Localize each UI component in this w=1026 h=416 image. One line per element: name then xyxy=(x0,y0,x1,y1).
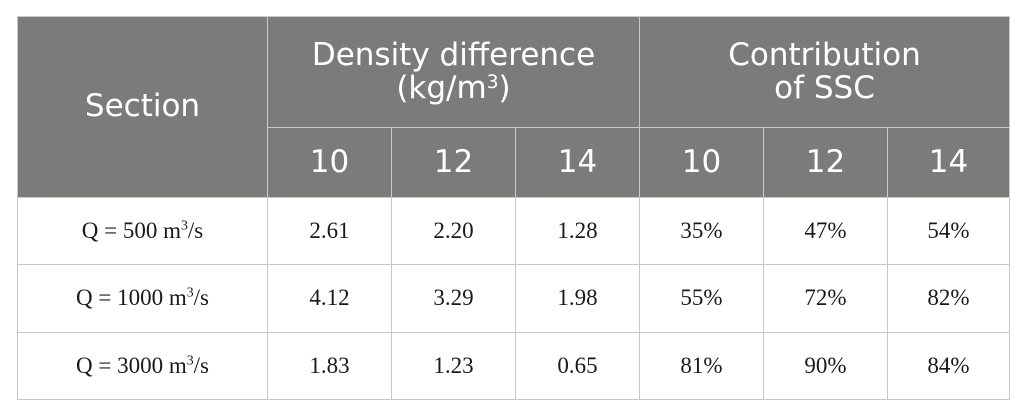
data-table: Section Density difference (kg/m3) Contr… xyxy=(17,16,1011,401)
table-cell: 1.98 xyxy=(515,264,640,333)
table-cell: 2.61 xyxy=(267,196,392,266)
subcolumn-header: 10 xyxy=(267,127,392,198)
contribution-ssc-header: Contribution of SSC xyxy=(638,16,1011,128)
table-row: Q = 1000 m3/s 4.12 3.29 1.98 55% 72% 82% xyxy=(17,264,1011,333)
table-cell: 3.29 xyxy=(391,264,516,333)
table-header: Section Density difference (kg/m3) Contr… xyxy=(17,16,1011,198)
row-label: Q = 1000 m3/s xyxy=(17,264,268,333)
table-row: Q = 3000 m3/s 1.83 1.23 0.65 81% 90% 84% xyxy=(17,331,1011,401)
table-row: Q = 500 m3/s 2.61 2.20 1.28 35% 47% 54% xyxy=(17,196,1011,266)
subcolumn-header: 14 xyxy=(515,127,640,198)
contribution-unit: of SSC xyxy=(774,70,875,106)
table-body: Q = 500 m3/s 2.61 2.20 1.28 35% 47% 54% … xyxy=(17,196,1011,401)
table-cell: 35% xyxy=(639,196,764,266)
subcolumn-header: 10 xyxy=(639,127,764,198)
row-label: Q = 500 m3/s xyxy=(17,196,268,266)
table-cell: 2.20 xyxy=(391,196,516,266)
table-cell: 82% xyxy=(886,264,1011,333)
subcolumn-header: 14 xyxy=(886,127,1011,198)
header-row-groups: Section Density difference (kg/m3) Contr… xyxy=(17,16,1011,198)
section-header: Section xyxy=(17,16,268,198)
table-cell: 4.12 xyxy=(267,264,392,333)
density-difference-label: Density difference xyxy=(311,36,596,73)
table-cell: 55% xyxy=(639,264,764,333)
row-label: Q = 3000 m3/s xyxy=(17,331,268,401)
subcolumn-header: 12 xyxy=(391,127,516,198)
contribution-label: Contribution xyxy=(728,36,921,73)
table-cell: 84% xyxy=(886,331,1011,401)
subcolumn-header: 12 xyxy=(763,127,888,198)
density-difference-unit: (kg/m3) xyxy=(396,70,511,106)
table-cell: 90% xyxy=(763,331,888,401)
table-cell: 1.23 xyxy=(391,331,516,401)
table-cell: 54% xyxy=(886,196,1011,266)
table-cell: 1.83 xyxy=(267,331,392,401)
header-row-subcolumns: 10 12 14 10 12 14 xyxy=(18,127,1011,198)
table-cell: 72% xyxy=(763,264,888,333)
table-cell: 47% xyxy=(763,196,888,266)
density-difference-header: Density difference (kg/m3) xyxy=(267,16,640,128)
table-cell: 0.65 xyxy=(515,331,640,401)
table-cell: 81% xyxy=(639,331,764,401)
table-cell: 1.28 xyxy=(515,196,640,266)
